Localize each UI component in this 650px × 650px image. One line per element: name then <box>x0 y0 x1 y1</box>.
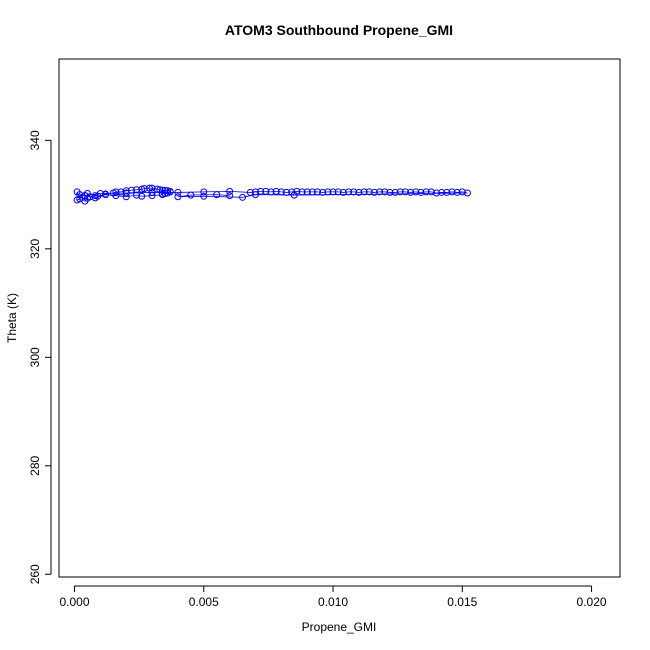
data-point <box>277 188 285 196</box>
data-point <box>267 188 275 196</box>
data-point <box>133 191 141 199</box>
data-point <box>360 188 368 196</box>
data-point <box>140 185 148 193</box>
data-point <box>117 188 125 196</box>
x-tick-label: 0.000 <box>59 595 89 609</box>
data-point <box>133 186 141 194</box>
y-tick-label: 320 <box>28 239 42 259</box>
data-point <box>329 188 337 196</box>
data-point <box>391 188 399 196</box>
data-point <box>272 187 280 195</box>
data-point <box>148 188 156 196</box>
data-point <box>314 188 322 196</box>
data-point <box>122 189 130 197</box>
data-point <box>376 188 384 196</box>
data-point <box>239 193 247 201</box>
chart-title: ATOM3 Southbound Propene_GMI <box>225 22 453 38</box>
data-point <box>417 188 425 196</box>
data-point <box>251 188 259 196</box>
x-tick-label: 0.010 <box>318 595 348 609</box>
plot-content <box>73 184 471 205</box>
data-point <box>257 187 265 195</box>
data-point <box>453 188 461 196</box>
data-point <box>381 188 389 196</box>
x-axis: 0.000 0.005 0.010 0.015 0.020 <box>59 585 607 609</box>
data-point <box>432 189 440 197</box>
data-point <box>443 188 451 196</box>
data-point <box>386 188 394 196</box>
data-point <box>345 188 353 196</box>
data-point <box>448 188 456 196</box>
data-point <box>148 192 156 200</box>
data-point <box>370 188 378 196</box>
data-point <box>138 185 146 193</box>
data-point <box>112 192 120 200</box>
data-point <box>412 188 420 196</box>
data-point <box>303 188 311 196</box>
data-point <box>174 193 182 201</box>
data-point <box>407 188 415 196</box>
data-point <box>158 191 166 199</box>
data-point <box>213 191 221 199</box>
data-point <box>200 192 208 200</box>
data-point <box>350 188 358 196</box>
data-point <box>262 187 270 195</box>
data-point <box>251 191 259 199</box>
data-point <box>226 187 234 195</box>
y-axis: 260 280 300 320 340 <box>28 130 52 584</box>
y-axis-label: Theta (K) <box>5 293 19 343</box>
data-point <box>138 192 146 200</box>
data-point <box>422 188 430 196</box>
y-tick-label: 300 <box>28 347 42 367</box>
data-point <box>298 188 306 196</box>
x-tick-label: 0.005 <box>189 595 219 609</box>
data-point <box>365 188 373 196</box>
data-point <box>96 190 104 198</box>
data-point <box>396 188 404 196</box>
data-point <box>226 192 234 200</box>
data-point <box>86 193 94 201</box>
data-point <box>76 191 84 199</box>
data-point <box>308 188 316 196</box>
data-point <box>319 188 327 196</box>
data-point <box>324 188 332 196</box>
data-point <box>334 188 342 196</box>
x-axis-label: Propene_GMI <box>302 620 377 634</box>
data-point <box>283 188 291 196</box>
y-tick-label: 280 <box>28 455 42 475</box>
data-point <box>91 194 99 202</box>
data-point <box>427 188 435 196</box>
data-point <box>401 188 409 196</box>
data-point <box>339 188 347 196</box>
y-tick-label: 260 <box>28 564 42 584</box>
data-point <box>102 191 110 199</box>
x-tick-label: 0.020 <box>577 595 607 609</box>
data-point <box>463 189 471 197</box>
plot-frame <box>58 58 621 578</box>
y-tick-label: 340 <box>28 130 42 150</box>
data-point <box>81 192 89 200</box>
data-point <box>174 188 182 196</box>
data-point <box>112 188 120 196</box>
data-point <box>187 191 195 199</box>
data-point <box>148 184 156 192</box>
data-point <box>458 188 466 196</box>
x-tick-label: 0.015 <box>447 595 477 609</box>
data-point <box>200 188 208 196</box>
data-point <box>438 188 446 196</box>
data-point <box>290 191 298 199</box>
data-point <box>355 188 363 196</box>
data-point <box>122 193 130 201</box>
data-point <box>153 185 161 193</box>
